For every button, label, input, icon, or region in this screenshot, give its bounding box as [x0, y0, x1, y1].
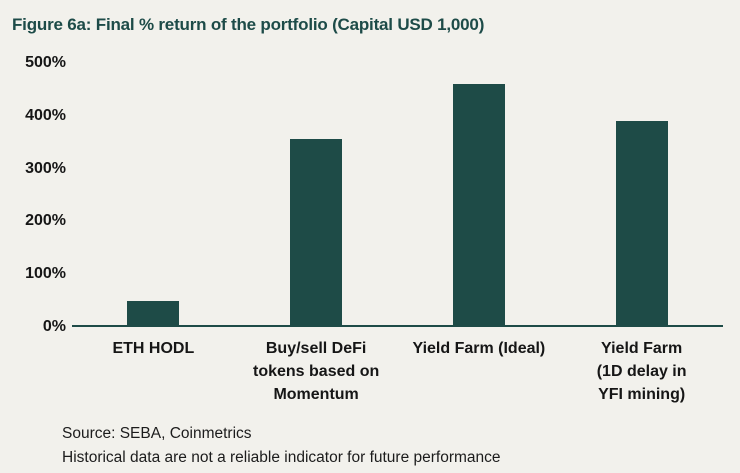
y-tick-label-0: 0%	[42, 318, 66, 335]
bar-1	[290, 138, 343, 325]
bar-slot-1	[235, 63, 398, 325]
disclaimer-line: Historical data are not a reliable indic…	[62, 448, 501, 466]
y-tick-label-200: 200%	[25, 212, 66, 230]
bar-slot-3	[560, 63, 723, 325]
category-label-0: ETH HODL	[112, 340, 195, 357]
category-label-2: Yield Farm (Ideal)	[412, 340, 546, 357]
x-axis-labels: ETH HODL Buy/sell DeFi tokens based on Mo…	[72, 337, 740, 406]
plot-area	[72, 63, 723, 327]
category-label-3: Yield Farm (1D delay in YFI mining)	[596, 340, 687, 403]
source-line: Source: SEBA, Coinmetrics	[62, 425, 252, 442]
bar-3	[615, 120, 668, 325]
category-label-1: Buy/sell DeFi tokens based on Momentum	[253, 340, 380, 403]
y-axis: 0% 100% 200% 300% 400% 500%	[0, 55, 66, 335]
y-tick-label-500: 500%	[25, 54, 66, 71]
bar-slot-0	[72, 63, 235, 325]
y-tick-label-100: 100%	[25, 265, 66, 283]
bar-slot-2	[398, 63, 561, 325]
bar-2	[452, 83, 505, 325]
figure-footer: Source: SEBA, Coinmetrics Historical dat…	[62, 422, 740, 469]
chart-area: 0% 100% 200% 300% 400% 500%	[0, 55, 740, 335]
figure-title: Figure 6a: Final % return of the portfol…	[12, 15, 485, 34]
y-tick-label-400: 400%	[25, 106, 66, 124]
y-tick-label-300: 300%	[25, 159, 66, 177]
bar-0	[127, 301, 180, 325]
